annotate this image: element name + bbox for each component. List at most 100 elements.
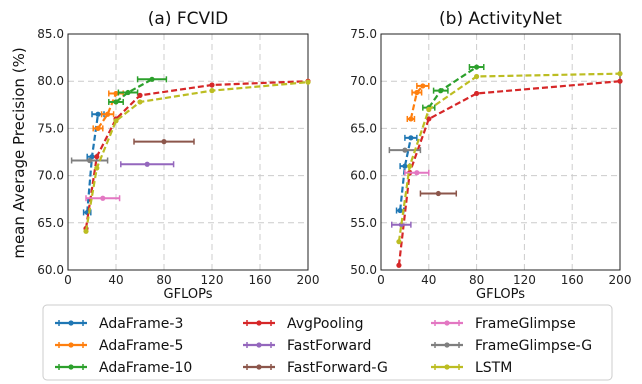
data-point [407,163,413,169]
legend-item-fastforward-g: FastForward-G [243,360,388,376]
legend-frame [42,304,613,381]
series-avgpooling [396,78,623,268]
data-point [435,190,441,197]
series-frameglimpse [85,195,121,202]
data-point [474,73,480,80]
legend-swatch-marker [444,364,450,370]
series-fastforward [120,161,175,168]
x-tick-label: 0 [377,273,385,287]
x-tick-label: 160 [561,273,584,287]
x-tick-label: 0 [64,273,72,287]
legend-label: FastForward-G [287,360,388,376]
y-tick-label: 50.0 [350,263,377,277]
data-point [426,116,432,122]
data-point [414,89,420,96]
legend-swatch-marker [68,364,74,370]
data-point [137,99,143,105]
data-point [94,154,100,160]
legend-label: LSTM [475,360,512,376]
x-tick-label: 40 [421,273,436,287]
legend-swatch-marker [68,320,74,326]
data-point [408,116,414,122]
x-tick-label: 200 [609,273,632,287]
data-point [87,157,93,164]
axes-frame [380,33,621,271]
series-frameglimpse-g [70,157,109,164]
series-line-lstm [397,72,621,242]
data-point [408,135,414,141]
series-line-adaframe-5 [97,93,118,130]
data-point [125,89,131,96]
y-tick-label: 75.0 [37,121,64,135]
y-tick-label: 80.0 [37,74,64,88]
x-tick-label: 200 [297,273,320,287]
legend-item-adaframe-3: AdaFrame-3 [55,316,183,332]
data-point [209,82,215,88]
x-tick-label: 40 [108,273,123,287]
y-tick-label: 65.0 [37,216,64,230]
data-point [474,90,480,97]
data-point [89,154,95,160]
x-tick-label: 80 [156,273,171,287]
legend-item-lstm: LSTM [431,360,512,376]
legend-item-adaframe-10: AdaFrame-10 [55,360,192,376]
legend-label: AdaFrame-10 [99,360,192,376]
series-adaframe-10 [422,64,485,111]
legend: AdaFrame-3 AvgPooling FrameGlimpse AdaFrame… [42,304,613,381]
legend-item-avgpooling: AvgPooling [243,316,364,332]
data-point [474,64,480,70]
y-tick-label: 75.0 [350,27,377,41]
data-point [105,111,111,117]
series-fastforward [391,221,412,228]
series-line-lstm [84,81,309,232]
data-point [94,165,100,171]
series-adaframe-5 [92,90,124,132]
series-fastforward-g [133,138,195,145]
y-tick-label: 65.0 [350,121,377,135]
data-point [161,139,167,145]
data-point [137,92,143,98]
data-point [396,262,402,268]
chart-title: (b) ActivityNet [439,9,562,29]
y-tick-label: 55.0 [350,216,377,230]
series-line-adaframe-10 [115,78,153,103]
series-fastforward-g [419,190,458,197]
data-point [617,71,623,77]
x-tick-label: 80 [469,273,484,287]
data-point [414,170,420,176]
data-point [396,239,402,245]
data-point [426,106,432,113]
legend-label: AdaFrame-3 [99,316,183,332]
series-lstm [396,71,623,245]
series-adaframe-10 [108,76,168,105]
legend-item-adaframe-5: AdaFrame-5 [55,338,183,354]
data-point [438,88,444,94]
data-point [95,125,101,131]
data-point [95,111,101,117]
data-point [144,161,150,167]
y-tick-label: 60.0 [37,263,64,277]
data-point [402,147,408,153]
x-axis-label: GFLOPs [476,287,525,302]
legend-label: AvgPooling [287,316,364,332]
x-tick-label: 160 [249,273,272,287]
data-point [113,90,119,97]
legend-swatch-marker [68,342,74,348]
legend-label: AdaFrame-5 [99,338,183,354]
series-line-adaframe-3 [399,137,412,211]
x-tick-label: 120 [201,273,224,287]
legend-swatch-marker [256,320,262,326]
legend-label: FrameGlimpse-G [475,338,592,354]
legend-swatch-marker [256,364,262,370]
panel-activitynet: 0 40 80 120 160 200 50.0 55.0 60.0 65.0 70.0 75.0 (b… [350,9,631,302]
y-tick-label: 70.0 [37,169,64,183]
series-line-adaframe-10 [427,66,478,109]
legend-swatch-marker [256,342,262,348]
series-line-avgpooling [84,80,309,229]
data-point [209,88,215,94]
panel-fcvid: 0 40 80 120 160 200 60.0 65.0 70.0 75.0 80.0 85.0 (a… [37,9,319,302]
y-tick-label: 70.0 [350,74,377,88]
series-line-avgpooling [397,80,621,266]
legend-swatch-marker [444,342,450,348]
